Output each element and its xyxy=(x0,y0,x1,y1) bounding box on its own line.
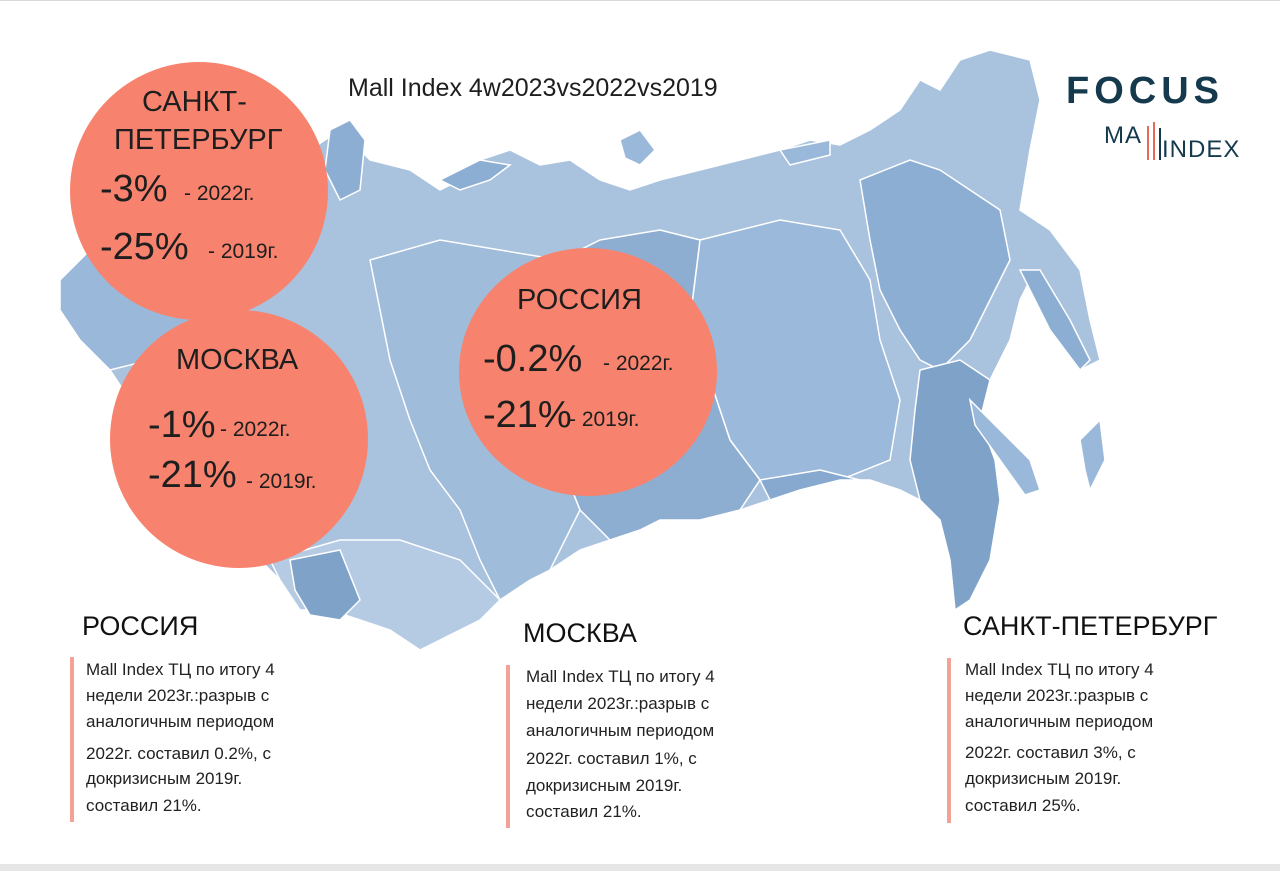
logo-mall-text: MA xyxy=(1104,122,1142,149)
spb-circle-name-line1: САНКТ- xyxy=(142,86,247,118)
moscow-circle-label-2022: - 2022г. xyxy=(220,418,291,441)
map-region xyxy=(859,159,1011,371)
bottom-border xyxy=(0,864,1280,871)
russia-circle-name: РОССИЯ xyxy=(517,284,642,316)
spb-circle-label-2022: - 2022г. xyxy=(184,182,255,205)
russia-summary-line: докризисным 2019г. xyxy=(86,769,243,788)
map-island xyxy=(968,397,1041,496)
russia-circle: РОССИЯ -0.2% - 2022г. -21% - 2019г. xyxy=(459,248,717,496)
moscow-summary-line: 2022г. составил 1%, с xyxy=(526,749,697,768)
moscow-summary-line: недели 2023г.:разрыв с xyxy=(526,694,710,713)
russia-circle-value-2019: -21% xyxy=(483,394,572,436)
russia-summary-line: составил 21%. xyxy=(86,796,202,815)
map-region xyxy=(758,469,861,501)
map-island xyxy=(1079,418,1106,493)
focus-logo: FOCUS MA INDEX xyxy=(1066,70,1256,170)
map-island xyxy=(619,129,656,166)
map-island xyxy=(1018,269,1091,372)
moscow-summary-line: составил 21%. xyxy=(526,802,642,821)
spb-circle-value-2019: -25% xyxy=(100,226,189,268)
moscow-circle-name: МОСКВА xyxy=(176,344,299,376)
russia-summary-line: аналогичным периодом xyxy=(86,712,275,731)
spb-circle-value-2022: -3% xyxy=(100,168,168,210)
spb-summary-line: составил 25%. xyxy=(965,796,1081,815)
moscow-summary-bar xyxy=(506,665,510,828)
russia-summary-line: 2022г. составил 0.2%, с xyxy=(86,744,271,763)
map-island xyxy=(778,139,831,166)
moscow-summary-title: МОСКВА xyxy=(523,618,637,648)
russia-circle-label-2022: - 2022г. xyxy=(603,352,674,375)
moscow-circle: МОСКВА -1% - 2022г. -21% - 2019г. xyxy=(110,310,368,568)
spb-summary-line: Mall Index ТЦ по итогу 4 xyxy=(965,660,1154,679)
moscow-summary-line: аналогичным периодом xyxy=(526,721,715,740)
russia-summary-bar xyxy=(70,657,74,822)
moscow-summary-line: Mall Index ТЦ по итогу 4 xyxy=(526,667,715,686)
moscow-circle-value-2022: -1% xyxy=(148,404,216,446)
page-title: Mall Index 4w2023vs2022vs2019 xyxy=(348,74,718,102)
russia-circle-label-2019: - 2019г. xyxy=(569,408,640,431)
spb-summary-line: докризисным 2019г. xyxy=(965,769,1122,788)
spb-summary-line: аналогичным периодом xyxy=(965,712,1154,731)
russia-summary-title: РОССИЯ xyxy=(82,611,199,641)
moscow-circle-value-2019: -21% xyxy=(148,454,237,496)
map-island xyxy=(438,159,512,191)
spb-circle: САНКТ- ПЕТЕРБУРГ -3% - 2022г. -25% - 201… xyxy=(70,62,328,320)
logo-bars-icon xyxy=(1147,122,1161,160)
logo-index-text: INDEX xyxy=(1162,136,1241,163)
russia-summary-line: Mall Index ТЦ по итогу 4 xyxy=(86,660,275,679)
top-border xyxy=(0,0,1280,1)
russia-summary-line: недели 2023г.:разрыв с xyxy=(86,686,270,705)
logo-focus-text: FOCUS xyxy=(1066,70,1224,112)
russia-circle-value-2022: -0.2% xyxy=(483,338,583,380)
spb-summary-line: недели 2023г.:разрыв с xyxy=(965,686,1149,705)
moscow-summary-line: докризисным 2019г. xyxy=(526,776,683,795)
map-region xyxy=(289,549,361,621)
spb-summary-title: САНКТ-ПЕТЕРБУРГ xyxy=(963,611,1218,641)
spb-circle-name-line2: ПЕТЕРБУРГ xyxy=(114,124,283,156)
spb-circle-label-2019: - 2019г. xyxy=(208,240,279,263)
map-region xyxy=(909,359,1001,612)
spb-summary-bar xyxy=(947,658,951,823)
moscow-circle-label-2019: - 2019г. xyxy=(246,470,317,493)
spb-summary-line: 2022г. составил 3%, с xyxy=(965,743,1136,762)
